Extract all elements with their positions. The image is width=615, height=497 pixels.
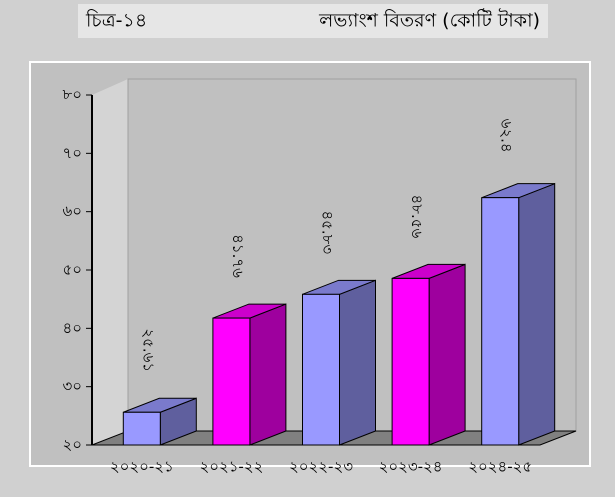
y-tick-label: ২০ <box>62 436 82 454</box>
y-tick-label: ৫০ <box>63 261 83 279</box>
side-wall <box>92 79 128 445</box>
y-tick-label: ৪০ <box>63 319 83 337</box>
value-label: ৪৫.৮৩ <box>319 210 337 254</box>
y-tick-label: ৬০ <box>62 202 82 220</box>
x-tick-label: ২০২২-২৩ <box>289 458 353 476</box>
y-tick-label: ৮০ <box>63 86 83 104</box>
bar <box>391 277 430 446</box>
chart-title: চিত্র-১৪ <box>85 10 147 32</box>
value-label: ৬২.৪ <box>498 119 516 153</box>
x-tick-label: ২০২৩-২৪ <box>379 458 443 476</box>
value-label: ২৫.৬১ <box>139 328 157 372</box>
bar-side <box>249 303 287 446</box>
y-tick-label: ৭০ <box>62 144 82 162</box>
bar-side <box>428 263 466 446</box>
x-tick-label: ২০২৪-২৫ <box>468 458 532 476</box>
bar <box>481 197 520 446</box>
bar <box>302 293 340 446</box>
y-tick-label: ৩০ <box>62 377 82 395</box>
bar <box>212 317 251 446</box>
title-strip <box>78 4 548 38</box>
x-tick-label: ২০২০-২১ <box>110 458 174 476</box>
bar-side <box>339 279 376 446</box>
bar-side <box>518 182 556 446</box>
value-label: ৪১.৭৬ <box>229 234 247 278</box>
value-label: ৪৮.৫৬ <box>408 195 426 239</box>
chart-subtitle: লভ্যাংশ বিতরণ (কোটি টাকা) <box>318 9 540 32</box>
bar <box>122 411 161 446</box>
x-tick-label: ২০২১-২২ <box>199 458 263 476</box>
